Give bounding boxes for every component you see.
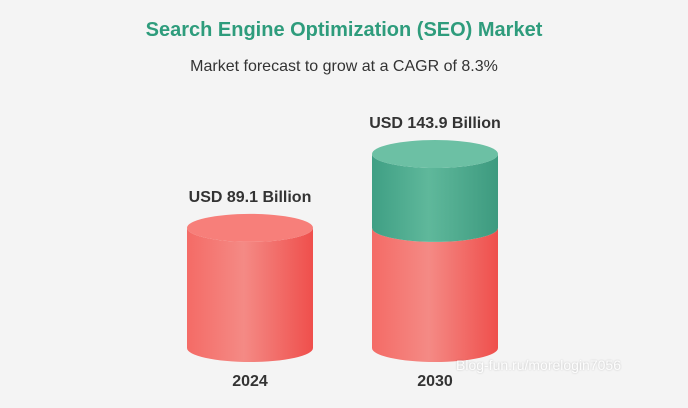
category-label-2030: 2030 <box>417 373 453 390</box>
chart-title: Search Engine Optimization (SEO) Market <box>145 19 543 41</box>
value-label-2030: USD 143.9 Billion <box>369 115 501 132</box>
chart-subtitle: Market forecast to grow at a CAGR of 8.3… <box>190 58 498 75</box>
bar-2030-growth <box>372 154 498 242</box>
bar-2024 <box>187 227 313 362</box>
bar-2024-top <box>187 213 313 242</box>
bar-2030-top <box>372 140 498 168</box>
bar-2030-base <box>372 227 498 362</box>
watermark-text: Blog-fun.ru/morelogin7056 <box>456 357 621 373</box>
category-label-2024: 2024 <box>232 373 268 390</box>
value-label-2024: USD 89.1 Billion <box>189 189 312 206</box>
